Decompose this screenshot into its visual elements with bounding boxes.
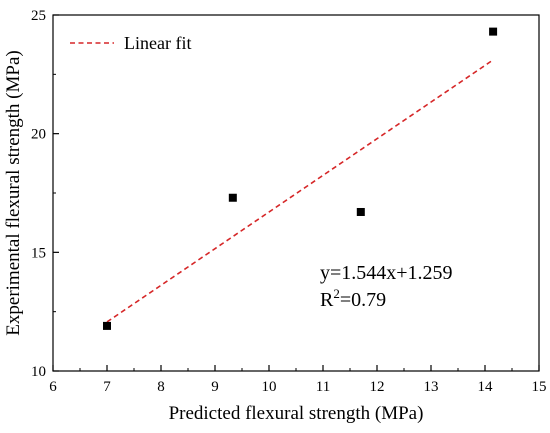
data-point (356, 207, 365, 216)
legend-fit-label: Linear fit (124, 33, 191, 53)
fit-annotation: y=1.544x+1.259 R2=0.79 (320, 262, 453, 311)
r-squared-text: R2=0.79 (320, 286, 386, 311)
r-squared-exponent: 2 (333, 286, 340, 301)
y-tick-label: 10 (31, 364, 46, 380)
x-tick-label: 14 (478, 379, 494, 395)
x-tick-label: 6 (49, 379, 57, 395)
plot-frame (52, 14, 540, 372)
x-axis-title: Predicted flexural strength (MPa) (169, 403, 424, 424)
fit-line-layer (106, 59, 494, 323)
x-tick-label: 7 (103, 379, 111, 395)
x-tick-label: 10 (262, 379, 277, 395)
y-tick-label: 25 (31, 8, 46, 24)
equation-text: y=1.544x+1.259 (320, 262, 453, 284)
x-tick-label: 11 (316, 379, 330, 395)
r-squared-symbol: R (320, 289, 334, 311)
data-points-layer (103, 27, 498, 330)
y-axis-title: Experimental flexural strength (MPa) (3, 50, 24, 335)
data-point (228, 193, 237, 202)
fit-line (106, 59, 494, 323)
y-tick-label: 20 (31, 127, 46, 143)
legend: Linear fit (70, 33, 191, 53)
x-tick-label: 8 (157, 379, 165, 395)
data-point (489, 27, 498, 36)
y-axis-ticks: 10 15 20 25 (31, 8, 59, 380)
x-tick-label: 13 (424, 379, 439, 395)
r-squared-value: =0.79 (340, 289, 386, 311)
data-point (103, 321, 111, 330)
x-tick-label: 15 (532, 379, 547, 395)
x-tick-label: 12 (370, 379, 385, 395)
y-tick-label: 15 (31, 245, 46, 261)
x-axis-ticks: 6 7 8 9 10 11 12 13 14 15 (49, 365, 547, 395)
x-tick-label: 9 (211, 379, 219, 395)
